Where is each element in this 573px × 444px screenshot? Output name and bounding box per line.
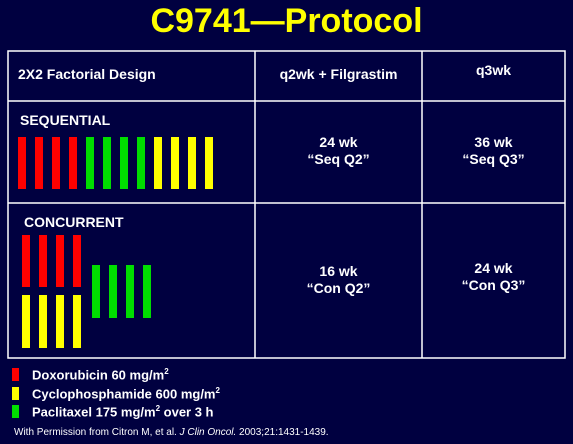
title: C9741—Protocol [150, 2, 423, 40]
legend-sup: 2 [215, 386, 220, 395]
cell-name: “Con Q2” [306, 280, 371, 296]
cell: 16 wk “Con Q2” [255, 263, 422, 297]
cell: 36 wk “Seq Q3” [422, 134, 565, 168]
cell-duration: 36 wk [474, 134, 513, 150]
legend-sup: 2 [155, 404, 161, 413]
cell: 24 wk “Seq Q2” [255, 134, 422, 168]
header-cell: 2X2 Factorial Design [18, 66, 156, 82]
legend-text: Doxorubicin 60 mg/m [32, 367, 165, 383]
legend-text: Cyclophosphamide 600 mg/m [32, 386, 216, 402]
cell-duration: 24 wk [474, 260, 513, 276]
header-cell: q2wk + Filgrastim [279, 66, 398, 82]
legend-item: Paclitaxel 175 mg/m2 over 3 h [32, 404, 214, 419]
legend-text: Paclitaxel 175 mg/m [32, 404, 156, 420]
sequential-bars [18, 137, 213, 189]
table-grid [7, 50, 566, 359]
cell-name: “Seq Q3” [462, 151, 525, 167]
citation-journal: J Clin Oncol. [179, 427, 237, 438]
cell-duration: 24 wk [319, 134, 358, 150]
legend-swatches [12, 368, 19, 418]
legend-item: Doxorubicin 60 mg/m2 [32, 367, 169, 382]
legend-item: Cyclophosphamide 600 mg/m2 [32, 386, 220, 401]
row-label: CONCURRENT [24, 214, 124, 230]
cell-name: “Seq Q2” [307, 151, 370, 167]
legend-text: over 3 h [160, 404, 214, 420]
citation: With Permission from Citron M, et al. J … [14, 427, 329, 438]
header-cell: q3wk [475, 62, 511, 78]
citation-text: 2003;21:1431-1439. [236, 427, 329, 438]
citation-text: With Permission from Citron M, et al. [14, 427, 180, 438]
cell-name: “Con Q3” [461, 277, 526, 293]
cell: 24 wk “Con Q3” [422, 260, 565, 294]
row-label: SEQUENTIAL [20, 112, 111, 128]
legend-sup: 2 [164, 367, 169, 376]
concurrent-bars [22, 235, 151, 348]
cell-duration: 16 wk [319, 263, 358, 279]
